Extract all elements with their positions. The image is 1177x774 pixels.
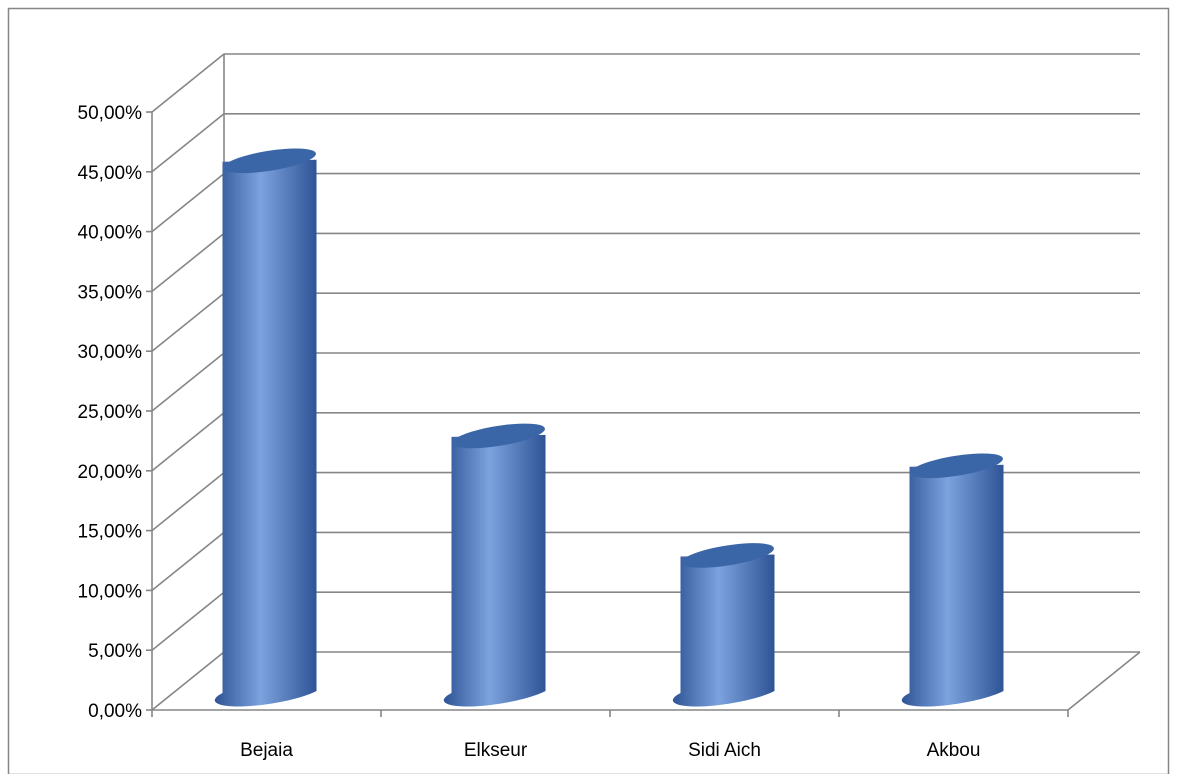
bar-top [223, 148, 316, 174]
gridline-side [151, 172, 225, 233]
gridline-side [151, 471, 225, 532]
bar-top [681, 543, 774, 568]
x-tick-label: Sidi Aich [688, 740, 761, 761]
gridline-side [151, 113, 225, 173]
y-axis-ticks: 0,00% 5,00% 10,00% 15,00% 20,00% 25,00% 30,00%… [78, 103, 152, 722]
bar-akbou [901, 453, 1004, 707]
gridline-side [151, 591, 225, 651]
x-tick-label: Elkseur [464, 740, 528, 761]
y-tick-label: 10,00% [78, 581, 143, 602]
gridline-side [151, 232, 225, 293]
gridline-side [151, 651, 225, 711]
x-axis-ticks: Bejaia Elkseur Sidi Aich Akbou [151, 710, 1069, 761]
y-tick-label: 25,00% [78, 402, 143, 423]
y-tick-label: 30,00% [78, 342, 143, 363]
floor-right-edge [1067, 651, 1141, 711]
gridline-side [151, 292, 225, 352]
y-tick-label: 50,00% [78, 103, 143, 124]
y-tick-label: 0,00% [88, 701, 142, 722]
chart-border [7, 7, 1170, 774]
bars [214, 148, 1004, 707]
y-tick-label: 20,00% [78, 462, 143, 483]
bar-top [452, 423, 545, 449]
y-tick-label: 45,00% [78, 163, 143, 184]
gridline-side [151, 53, 225, 113]
x-tick-label: Akbou [927, 740, 981, 761]
bar-sidi-aich [672, 543, 775, 707]
y-tick-label: 40,00% [78, 223, 143, 244]
y-tick-label: 5,00% [88, 641, 142, 662]
bar-elkseur [443, 423, 546, 707]
y-tick-label: 15,00% [78, 522, 143, 543]
bar-body [443, 434, 546, 707]
y-tick-label: 35,00% [78, 282, 143, 303]
bar-body [214, 159, 317, 707]
x-tick-label: Bejaia [240, 740, 293, 761]
bar-body [672, 554, 775, 707]
gridline-side [151, 412, 225, 472]
bar-body [901, 464, 1004, 707]
gridline-side [151, 352, 225, 412]
bar-top [910, 453, 1003, 479]
gridline-side [151, 531, 225, 592]
bar-bejaia [214, 148, 317, 707]
